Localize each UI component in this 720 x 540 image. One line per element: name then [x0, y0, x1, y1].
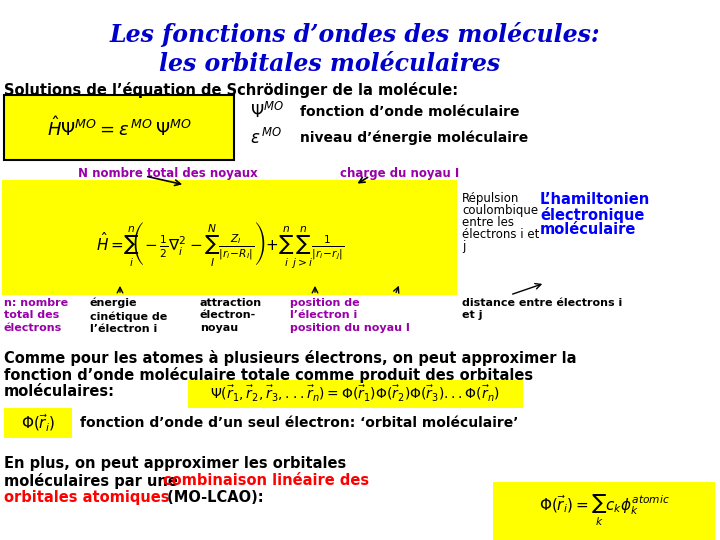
Text: $\Phi(\vec{r}_i) = \sum_k c_k \phi_k^{atomic}$: $\Phi(\vec{r}_i) = \sum_k c_k \phi_k^{at… — [539, 494, 670, 528]
Text: énergie
cinétique de
l’électron i: énergie cinétique de l’électron i — [90, 298, 167, 334]
Text: fonction d’onde moléculaire totale comme produit des orbitales: fonction d’onde moléculaire totale comme… — [4, 367, 533, 383]
Text: $\Psi(\vec{r}_1,\vec{r}_2,\vec{r}_3,...\vec{r}_n)=\Phi(\vec{r}_1)\Phi(\vec{r}_2): $\Psi(\vec{r}_1,\vec{r}_2,\vec{r}_3,...\… — [210, 384, 500, 404]
Text: orbitales atomiques: orbitales atomiques — [4, 490, 169, 505]
Text: coulombique: coulombique — [462, 204, 538, 217]
Text: $\varepsilon^{\,MO}$: $\varepsilon^{\,MO}$ — [250, 128, 282, 148]
Text: $\Phi(\vec{r}_i)$: $\Phi(\vec{r}_i)$ — [21, 413, 55, 434]
Text: moléculaires:: moléculaires: — [4, 384, 115, 399]
Bar — [2, 180, 457, 295]
Bar — [4, 95, 234, 160]
Text: fonction d’onde d’un seul électron: ‘orbital moléculaire’: fonction d’onde d’un seul électron: ‘orb… — [80, 416, 518, 430]
Text: position de
l’électron i
position du noyau I: position de l’électron i position du noy… — [290, 298, 410, 333]
Bar — [4, 408, 72, 438]
Text: électronique: électronique — [540, 207, 644, 223]
Text: $\hat{H} = \!\sum_i^n\!\!\left(\!-\frac{1}{2}\nabla_i^2 - \sum_I^N\frac{Z_I}{|r_: $\hat{H} = \!\sum_i^n\!\!\left(\!-\frac{… — [96, 220, 344, 270]
Text: moléculaires par une: moléculaires par une — [4, 473, 183, 489]
Text: électrons i et: électrons i et — [462, 228, 539, 241]
Text: moléculaire: moléculaire — [540, 222, 636, 237]
Bar — [188, 380, 523, 408]
Text: charge du noyau I: charge du noyau I — [340, 167, 459, 180]
Text: Les fonctions d’ondes des molécules:: Les fonctions d’ondes des molécules: — [109, 22, 600, 47]
Text: les orbitales moléculaires: les orbitales moléculaires — [159, 52, 500, 76]
Text: entre les: entre les — [462, 216, 514, 229]
Text: j: j — [462, 240, 465, 253]
Text: Répulsion: Répulsion — [462, 192, 519, 205]
Text: n: nombre
total des
électrons: n: nombre total des électrons — [4, 298, 68, 333]
Text: distance entre électrons i
et j: distance entre électrons i et j — [462, 298, 622, 320]
Text: fonction d’onde moléculaire: fonction d’onde moléculaire — [300, 105, 520, 119]
Text: N nombre total des noyaux: N nombre total des noyaux — [78, 167, 258, 180]
Text: L’hamiltonien: L’hamiltonien — [540, 192, 650, 207]
Text: $\hat{H}\Psi^{MO} = \varepsilon^{\,MO}\,\Psi^{MO}$: $\hat{H}\Psi^{MO} = \varepsilon^{\,MO}\,… — [47, 116, 192, 140]
Text: combinaison linéaire des: combinaison linéaire des — [163, 473, 369, 488]
Bar — [493, 482, 715, 540]
Text: niveau d’énergie moléculaire: niveau d’énergie moléculaire — [300, 131, 528, 145]
Text: Comme pour les atomes à plusieurs électrons, on peut approximer la: Comme pour les atomes à plusieurs électr… — [4, 350, 577, 366]
Text: (MO-LCAO):: (MO-LCAO): — [162, 490, 264, 505]
Text: Solutions de l’équation de Schrödinger de la molécule:: Solutions de l’équation de Schrödinger d… — [4, 82, 458, 98]
Text: attraction
électron-
noyau: attraction électron- noyau — [200, 298, 262, 333]
Text: $\Psi^{MO}$: $\Psi^{MO}$ — [250, 102, 284, 122]
Text: En plus, on peut approximer les orbitales: En plus, on peut approximer les orbitale… — [4, 456, 346, 471]
